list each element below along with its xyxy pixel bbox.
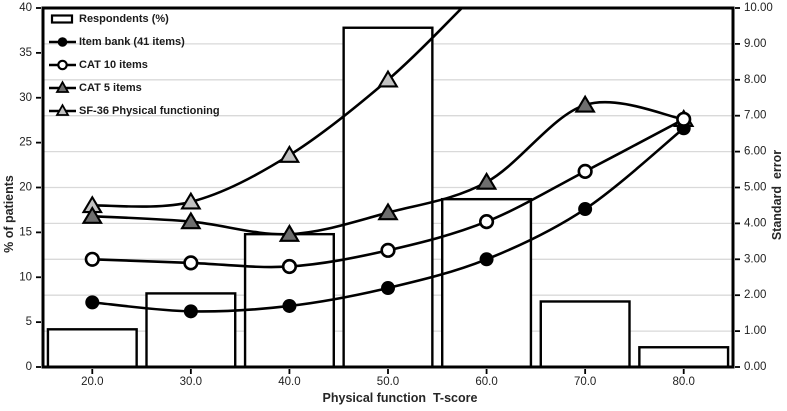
marker-item-bank [183, 304, 198, 319]
left-y-tick-label: 25 [19, 137, 32, 149]
bar-swatch-icon [50, 13, 74, 24]
legend-item-cat-10: CAT 10 items [49, 53, 220, 76]
marker-cat-5 [574, 94, 596, 113]
x-tick-label: 60.0 [475, 376, 497, 388]
right-y-tick-label: 1.00 [744, 325, 766, 337]
x-tick-label: 40.0 [278, 376, 300, 388]
legend-label-cat-10: CAT 10 items [79, 58, 148, 71]
plot-frame [41, 6, 735, 369]
open-circle-line-icon [49, 59, 76, 70]
legend-label-item-bank: Item bank (41 items) [79, 35, 185, 48]
right-y-tick-label: 5.00 [744, 182, 766, 194]
dark-triangle-line-icon [49, 79, 76, 93]
light-triangle-line-icon [49, 102, 76, 116]
legend-label-sf36: SF-36 Physical functioning [79, 104, 220, 117]
left-y-axis-title: % of patients [2, 175, 16, 253]
marker-sf-36 [180, 191, 202, 210]
marker-cat-5 [81, 205, 103, 224]
right-y-tick-label: 8.00 [744, 74, 766, 86]
bar-respondents [638, 346, 730, 369]
x-tick-label: 70.0 [574, 376, 596, 388]
marker-sf-36 [278, 144, 301, 163]
series-markers [81, 69, 695, 319]
legend-item-sf36: SF-36 Physical functioning [49, 99, 220, 122]
marker-cat-10 [84, 251, 100, 267]
marker-cat-5 [475, 171, 498, 190]
left-y-tick-label: 0 [26, 361, 32, 373]
marker-item-bank [479, 252, 494, 267]
right-y-tick-label: 6.00 [744, 146, 766, 158]
x-tick-label: 50.0 [377, 376, 399, 388]
x-tick-label: 20.0 [81, 376, 103, 388]
marker-cat-5 [180, 211, 202, 230]
bar-respondents [539, 300, 631, 369]
left-y-tick-label: 30 [19, 92, 32, 104]
left-y-tick-label: 15 [19, 226, 32, 238]
left-y-tick-label: 5 [26, 316, 32, 328]
right-y-tick-label: 7.00 [744, 110, 766, 122]
bar-respondents [46, 328, 138, 369]
marker-cat-5 [278, 223, 301, 242]
marker-sf-36 [377, 69, 399, 88]
left-y-tick-label: 35 [19, 47, 32, 59]
marker-cat-10 [676, 111, 692, 127]
marker-item-bank [85, 295, 100, 310]
right-y-tick-label: 2.00 [744, 289, 766, 301]
filled-circle-line-icon [49, 36, 76, 47]
marker-item-bank [578, 202, 593, 217]
marker-cat-10 [183, 255, 199, 271]
legend-label-respondents: Respondents (%) [79, 12, 169, 25]
axis-ticks: 20.0 30.0 40.0 50.0 60.0 70.0 80.0 0 5 10 15 20 25 30… [19, 2, 773, 388]
chart-legend: Respondents (%) Item bank (41 items) CAT… [49, 7, 220, 122]
marker-cat-10 [478, 214, 495, 230]
marker-cat-5 [377, 202, 399, 221]
legend-item-respondents: Respondents (%) [49, 7, 220, 30]
right-y-tick-label: 3.00 [744, 253, 766, 265]
right-y-tick-label: 10.00 [744, 2, 773, 14]
legend-item-cat-5: CAT 5 items [49, 76, 220, 99]
right-y-axis-title: Standard error [770, 149, 784, 241]
marker-cat-10 [577, 163, 593, 179]
right-y-tick-label: 4.00 [744, 217, 766, 229]
left-y-tick-label: 20 [19, 182, 32, 194]
marker-item-bank [381, 281, 395, 296]
right-y-tick-label: 9.00 [744, 38, 766, 50]
legend-label-cat-5: CAT 5 items [79, 81, 142, 94]
x-axis-title: Physical function T-score [322, 391, 478, 405]
legend-item-item-bank: Item bank (41 items) [49, 30, 220, 53]
left-y-tick-label: 10 [19, 271, 32, 283]
x-tick-label: 30.0 [180, 376, 202, 388]
marker-item-bank [282, 298, 297, 313]
right-y-tick-label: 0.00 [744, 361, 766, 373]
left-y-tick-label: 40 [19, 2, 32, 14]
marker-cat-10 [380, 242, 396, 258]
marker-cat-10 [281, 258, 298, 275]
x-tick-label: 80.0 [673, 376, 695, 388]
